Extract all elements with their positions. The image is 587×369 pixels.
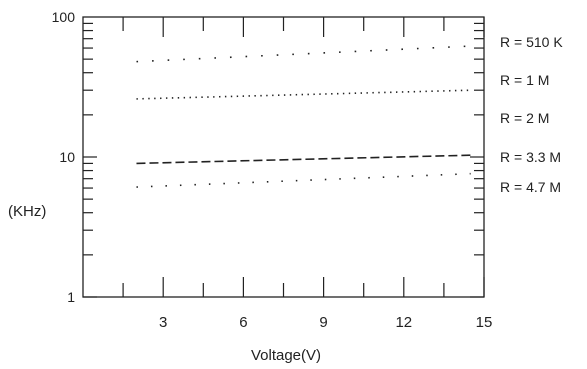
- y-tick-label: 10: [59, 149, 75, 165]
- legend-label: R = 3.3 M: [500, 149, 561, 165]
- legend-label: R = 1 M: [500, 72, 549, 88]
- legend-label: R = 2 M: [500, 110, 549, 126]
- series-line: [136, 172, 471, 188]
- y-axis-label: (KHz): [8, 203, 46, 220]
- y-tick-label: 100: [52, 9, 76, 25]
- x-tick-label: 15: [476, 314, 493, 331]
- series-line: [136, 89, 471, 100]
- x-axis-label: Voltage(V): [251, 347, 321, 364]
- ticks: 3 6 9 12 15 1 10 100: [52, 9, 493, 331]
- series-group: [136, 45, 471, 188]
- legend-label: R = 4.7 M: [500, 179, 561, 195]
- legend-label: R = 510 K: [500, 34, 563, 50]
- series-line: [136, 45, 471, 63]
- x-tick-label: 9: [319, 314, 327, 331]
- legend: R = 510 K R = 1 M R = 2 M R = 3.3 M R = 4.7 …: [500, 34, 563, 195]
- y-tick-label: 1: [67, 289, 75, 305]
- x-tick-label: 3: [159, 314, 167, 331]
- series-line: [136, 154, 471, 165]
- x-tick-label: 6: [239, 314, 247, 331]
- x-tick-label: 12: [395, 314, 412, 331]
